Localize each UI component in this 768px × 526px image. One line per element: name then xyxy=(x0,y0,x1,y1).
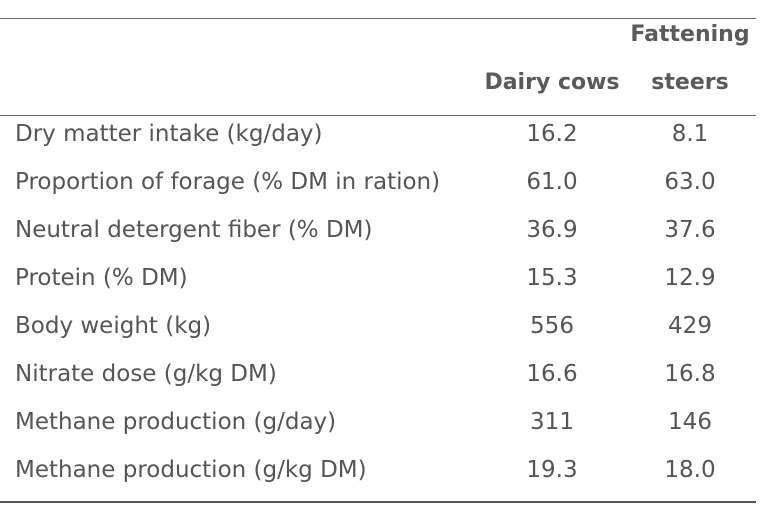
table-bottom-rule xyxy=(0,501,756,503)
row-label: Methane production (g/day) xyxy=(15,409,337,435)
table-row: Nitrate dose (g/kg DM) 16.6 16.8 xyxy=(0,350,756,398)
steers-value: 16.8 xyxy=(664,361,716,387)
steers-value: 18.0 xyxy=(664,457,716,483)
row-label: Nitrate dose (g/kg DM) xyxy=(15,361,277,387)
table-header-rule xyxy=(0,115,756,116)
dairy-cows-value: 16.2 xyxy=(526,121,578,147)
row-label: Protein (% DM) xyxy=(15,265,188,291)
header-steers-line2: steers xyxy=(651,70,729,95)
row-label: Neutral detergent fiber (% DM) xyxy=(15,217,373,243)
steers-value: 429 xyxy=(668,313,712,339)
dairy-cows-value: 311 xyxy=(530,409,574,435)
dairy-cows-value: 15.3 xyxy=(526,265,578,291)
dairy-cows-value: 19.3 xyxy=(526,457,578,483)
steers-value: 146 xyxy=(668,409,712,435)
header-steers-line1: Fattening xyxy=(630,22,750,47)
steers-value: 12.9 xyxy=(664,265,716,291)
table-row: Dry matter intake (kg/day) 16.2 8.1 xyxy=(0,110,756,158)
table-row: Proportion of forage (% DM in ration) 61… xyxy=(0,158,756,206)
row-label: Body weight (kg) xyxy=(15,313,212,339)
dairy-cows-value: 16.6 xyxy=(526,361,578,387)
row-label: Dry matter intake (kg/day) xyxy=(15,121,323,147)
table-row: Methane production (g/day) 311 146 xyxy=(0,398,756,446)
steers-value: 8.1 xyxy=(671,121,709,147)
table-row: Protein (% DM) 15.3 12.9 xyxy=(0,254,756,302)
row-label: Proportion of forage (% DM in ration) xyxy=(15,169,441,195)
dairy-cows-value: 556 xyxy=(530,313,574,339)
row-label: Methane production (g/kg DM) xyxy=(15,457,367,483)
steers-value: 37.6 xyxy=(664,217,716,243)
table-row: Neutral detergent fiber (% DM) 36.9 37.6 xyxy=(0,206,756,254)
dairy-cows-value: 36.9 xyxy=(526,217,578,243)
steers-value: 63.0 xyxy=(664,169,716,195)
table-top-rule xyxy=(0,18,756,19)
header-dairy-cows: Dairy cows xyxy=(484,70,620,95)
table-row: Body weight (kg) 556 429 xyxy=(0,302,756,350)
table-row: Methane production (g/kg DM) 19.3 18.0 xyxy=(0,446,756,494)
dairy-cows-value: 61.0 xyxy=(526,169,578,195)
